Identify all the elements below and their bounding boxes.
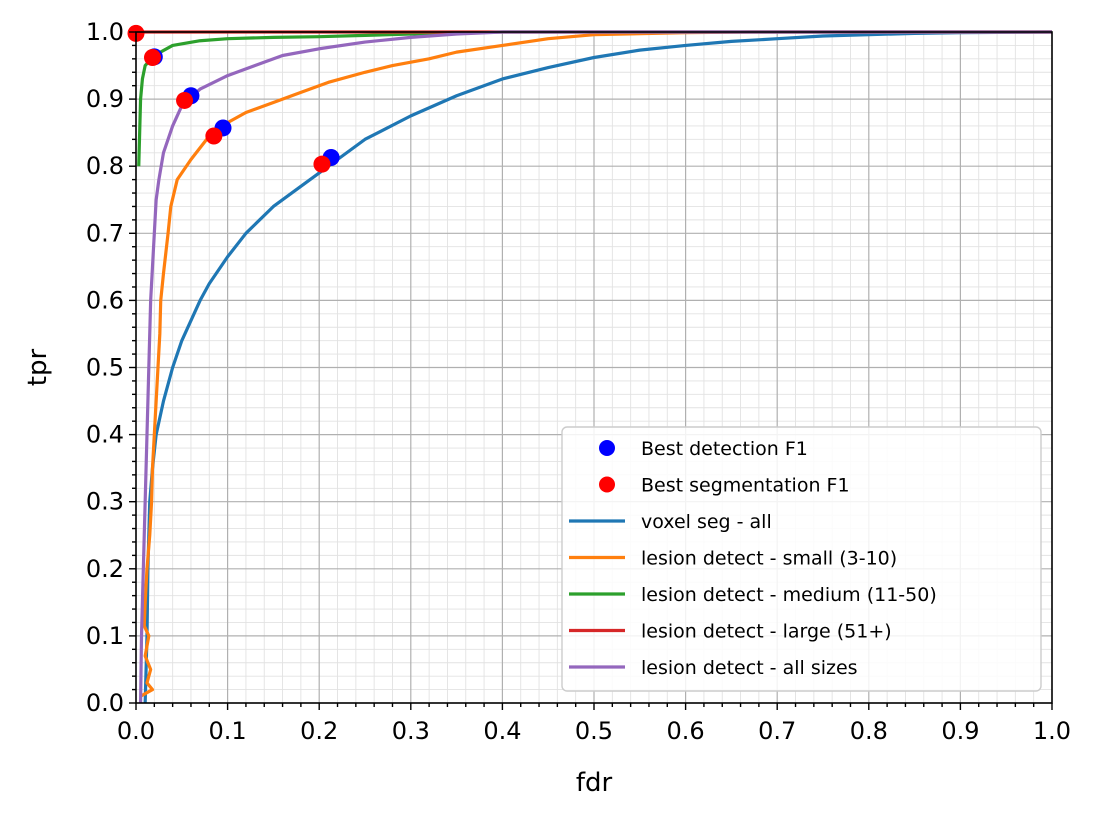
marker-point-1-1 xyxy=(205,127,223,145)
marker-points xyxy=(127,24,340,173)
legend-box xyxy=(561,426,1042,692)
legend-label: lesion detect - large (51+) xyxy=(641,621,892,643)
series-line-1 xyxy=(139,30,1052,698)
x-tick-label: 0.7 xyxy=(758,717,796,745)
x-tick-label: 0.3 xyxy=(392,717,430,745)
legend: Best detection F1 Best segmentation F1 vox… xyxy=(561,426,1042,692)
y-tick-label: 0.2 xyxy=(86,555,124,583)
x-tick-label: 0.5 xyxy=(575,717,613,745)
legend-label: Best segmentation F1 xyxy=(641,475,850,497)
marker-point-1-3 xyxy=(143,48,161,66)
series-line-0 xyxy=(143,30,1053,704)
y-tick-label: 0.7 xyxy=(86,219,124,247)
y-axis-label: tpr xyxy=(23,348,53,386)
legend-label: Best detection F1 xyxy=(641,438,808,460)
x-tick-label: 0.0 xyxy=(117,717,155,745)
legend-label: lesion detect - medium (11-50) xyxy=(641,584,937,606)
legend-label: lesion detect - all sizes xyxy=(641,657,858,679)
y-tick-label: 0.8 xyxy=(86,152,124,180)
legend-label: lesion detect - small (3-10) xyxy=(641,548,897,570)
marker-point-1-2 xyxy=(176,91,194,109)
legend-label: voxel seg - all xyxy=(641,511,772,533)
y-tick-label: 1.0 xyxy=(86,18,124,46)
y-tick-label: 0.6 xyxy=(86,286,124,314)
x-tick-label: 0.1 xyxy=(209,717,247,745)
x-axis-label: fdr xyxy=(576,768,613,798)
y-tick-label: 0.4 xyxy=(86,421,124,449)
y-tick-label: 0.9 xyxy=(86,85,124,113)
x-tick-label: 0.9 xyxy=(941,717,979,745)
legend-marker-swatch xyxy=(599,440,615,456)
x-tick-label: 0.4 xyxy=(483,717,521,745)
x-tick-label: 0.8 xyxy=(850,717,888,745)
legend-marker-swatch xyxy=(599,476,615,493)
y-tick-label: 0.0 xyxy=(86,689,124,717)
y-tick-label: 0.3 xyxy=(86,488,124,516)
x-tick-label: 1.0 xyxy=(1033,717,1071,745)
axis-ticks xyxy=(129,31,1053,710)
tick-labels: 0.0 0.1 0.2 0.3 0.4 0.5 0.6 0.7 0.8 0.9 1.0 0.0 0.1 0… xyxy=(86,18,1071,745)
marker-point-1-0 xyxy=(313,155,331,173)
x-tick-label: 0.6 xyxy=(667,717,705,745)
y-tick-label: 0.5 xyxy=(86,354,124,382)
series-line-4 xyxy=(138,30,1052,704)
y-tick-label: 0.1 xyxy=(86,622,124,650)
x-tick-label: 0.2 xyxy=(300,717,338,745)
